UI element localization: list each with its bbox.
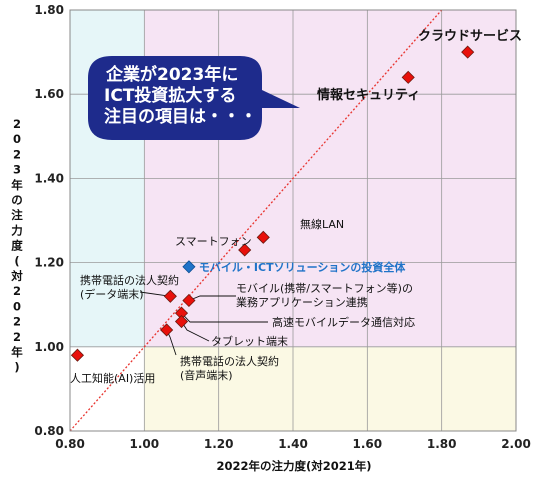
y-tick-label: 1.40 bbox=[34, 171, 64, 185]
callout-line-2: ICT投資拡大する bbox=[104, 85, 236, 106]
overall-investment-marker bbox=[182, 260, 196, 274]
data-point-marker bbox=[182, 293, 196, 308]
y-tick-label: 1.20 bbox=[34, 256, 64, 270]
data-point-marker bbox=[163, 289, 177, 303]
x-tick-label: 0.80 bbox=[55, 437, 85, 451]
data-point-marker bbox=[70, 348, 84, 362]
data-point-label: モバイル(携帯/スマートフォン等)の業務アプリケーション連携 bbox=[236, 281, 413, 309]
data-point-label: 携帯電話の法人契約(データ端末) bbox=[80, 273, 179, 301]
data-point-marker bbox=[174, 314, 189, 329]
data-point-label: 情報セキュリティ bbox=[317, 87, 420, 103]
data-point-marker bbox=[256, 230, 270, 244]
reference-diagonal-line bbox=[69, 9, 443, 432]
y-tick-label: 1.80 bbox=[34, 3, 64, 17]
data-point-marker bbox=[160, 323, 174, 337]
zone-yellow bbox=[144, 346, 517, 431]
overall-investment-label: モバイル・ICTソリューションの投資全体 bbox=[199, 260, 406, 274]
y-axis-title: 2 0 2 3 年の注力度(対 2 0 2 2 年) bbox=[10, 117, 23, 374]
data-points bbox=[70, 45, 475, 362]
data-point-label: クラウドサービス bbox=[418, 28, 522, 44]
data-point-label: 無線LAN bbox=[300, 217, 344, 231]
callout-line-1: 企業が2023年に bbox=[105, 64, 238, 85]
x-tick-label: 1.40 bbox=[278, 437, 308, 451]
x-tick-label: 1.60 bbox=[353, 437, 383, 451]
callout-bubble-shape bbox=[88, 56, 300, 140]
x-tick-label: 1.80 bbox=[427, 437, 457, 451]
callout-bubble: 企業が2023年に ICT投資拡大する 注目の項目は・・・ bbox=[88, 56, 300, 140]
data-point-marker bbox=[461, 45, 475, 59]
x-tick-label: 1.00 bbox=[130, 437, 160, 451]
data-point-marker bbox=[238, 243, 252, 257]
data-point-marker bbox=[401, 70, 415, 84]
y-tick-label: 1.00 bbox=[34, 340, 64, 354]
axis-ticks: 0.80 1.00 1.20 1.40 1.60 1.80 2.00 0.80 1.00 1.20… bbox=[34, 3, 530, 451]
data-point-label: スマートフォン bbox=[175, 235, 252, 248]
y-tick-label: 1.60 bbox=[34, 87, 64, 101]
data-point-label: タブレット端末 bbox=[211, 334, 288, 348]
data-point-label: 人工知能(AI)活用 bbox=[70, 371, 155, 385]
data-point-label: 携帯電話の法人契約(音声端末) bbox=[180, 354, 279, 382]
x-tick-label: 2.00 bbox=[501, 437, 531, 451]
x-axis-title: 2022年の注力度(対2021年) bbox=[216, 459, 371, 473]
y-tick-label: 0.80 bbox=[34, 424, 64, 438]
x-tick-label: 1.20 bbox=[204, 437, 234, 451]
callout-line-3: 注目の項目は・・・ bbox=[104, 106, 257, 127]
data-point-label: 高速モバイルデータ通信対応 bbox=[272, 315, 415, 329]
plot-frame bbox=[69, 9, 517, 432]
